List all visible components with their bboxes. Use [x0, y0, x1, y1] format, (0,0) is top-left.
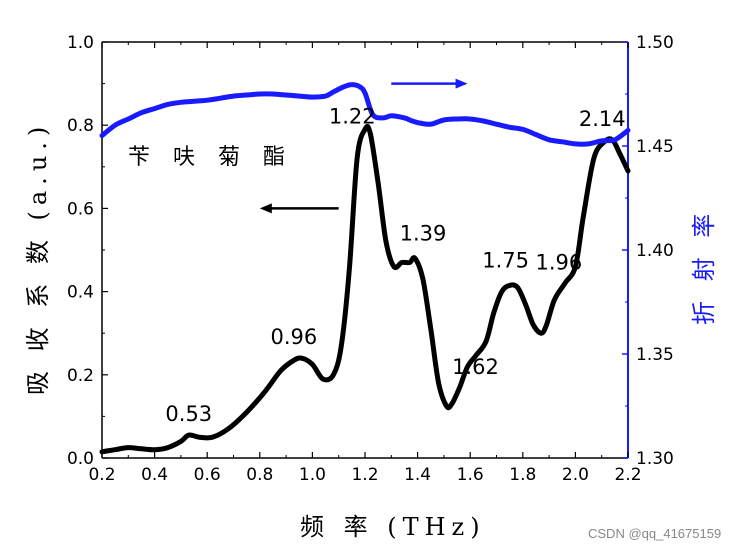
- peak-label: 2.14: [579, 107, 626, 131]
- x-tick-label: 0.6: [194, 465, 221, 485]
- peak-label: 0.96: [270, 325, 317, 349]
- arrow-layer: [259, 78, 468, 214]
- y-right-tick-label: 1.30: [636, 449, 674, 469]
- y-left-tick-label: 0.2: [67, 366, 94, 386]
- peak-label: 0.53: [165, 402, 212, 426]
- y-axis-right-ticks: 1.30 1.35 1.40 1.45 1.50: [622, 33, 674, 469]
- x-tick-label: 0.2: [88, 465, 115, 485]
- y-axis-right-title: 折 射 率: [690, 208, 718, 325]
- x-axis-title: 频 率 (THz): [300, 513, 486, 541]
- y-left-tick-label: 1.0: [67, 33, 94, 53]
- x-tick-label: 2.2: [614, 465, 641, 485]
- x-tick-label: 1.0: [299, 465, 326, 485]
- x-axis-ticks: 0.2 0.4 0.6 0.8 1.0 1.2 1.4 1.6 1.8 2.0 2.2: [88, 42, 642, 485]
- y-axis-left-title: 吸 收 系 数 (a.u.): [24, 121, 52, 395]
- watermark: CSDN @qq_41675159: [588, 526, 721, 541]
- y-left-tick-label: 0.8: [67, 116, 94, 136]
- peak-label: 1.22: [329, 104, 376, 128]
- y-left-tick-label: 0.6: [67, 199, 94, 219]
- y-left-tick-label: 0.4: [67, 283, 94, 303]
- x-tick-label: 0.4: [141, 465, 168, 485]
- peak-labels: 0.53 0.96 1.22 1.39 1.62 1.75 1.96 2.14: [165, 104, 625, 426]
- peak-label: 1.39: [400, 221, 447, 245]
- y-right-tick-label: 1.45: [636, 137, 674, 157]
- left-arrow-head: [259, 203, 272, 214]
- y-right-tick-label: 1.50: [636, 33, 674, 53]
- y-axis-left-ticks: 0.0 0.2 0.4 0.6 0.8 1.0: [67, 33, 108, 469]
- peak-label: 1.75: [482, 248, 529, 272]
- x-tick-label: 1.6: [457, 465, 484, 485]
- inset-label: 苄 呋 菊 酯: [128, 145, 293, 170]
- y-left-tick-label: 0.0: [67, 449, 94, 469]
- x-tick-label: 2.0: [562, 465, 589, 485]
- x-tick-label: 0.8: [246, 465, 273, 485]
- series-layer: [99, 82, 631, 455]
- x-tick-label: 1.8: [509, 465, 536, 485]
- right-arrow-head: [455, 78, 468, 89]
- y-right-tick-label: 1.35: [636, 345, 674, 365]
- absorption-line: [99, 123, 631, 455]
- x-tick-label: 1.2: [351, 465, 378, 485]
- x-tick-label: 1.4: [404, 465, 431, 485]
- peak-label: 1.96: [535, 250, 582, 274]
- peak-label: 1.62: [452, 355, 499, 379]
- y-right-tick-label: 1.40: [636, 241, 674, 261]
- refractive-index-line: [99, 82, 631, 147]
